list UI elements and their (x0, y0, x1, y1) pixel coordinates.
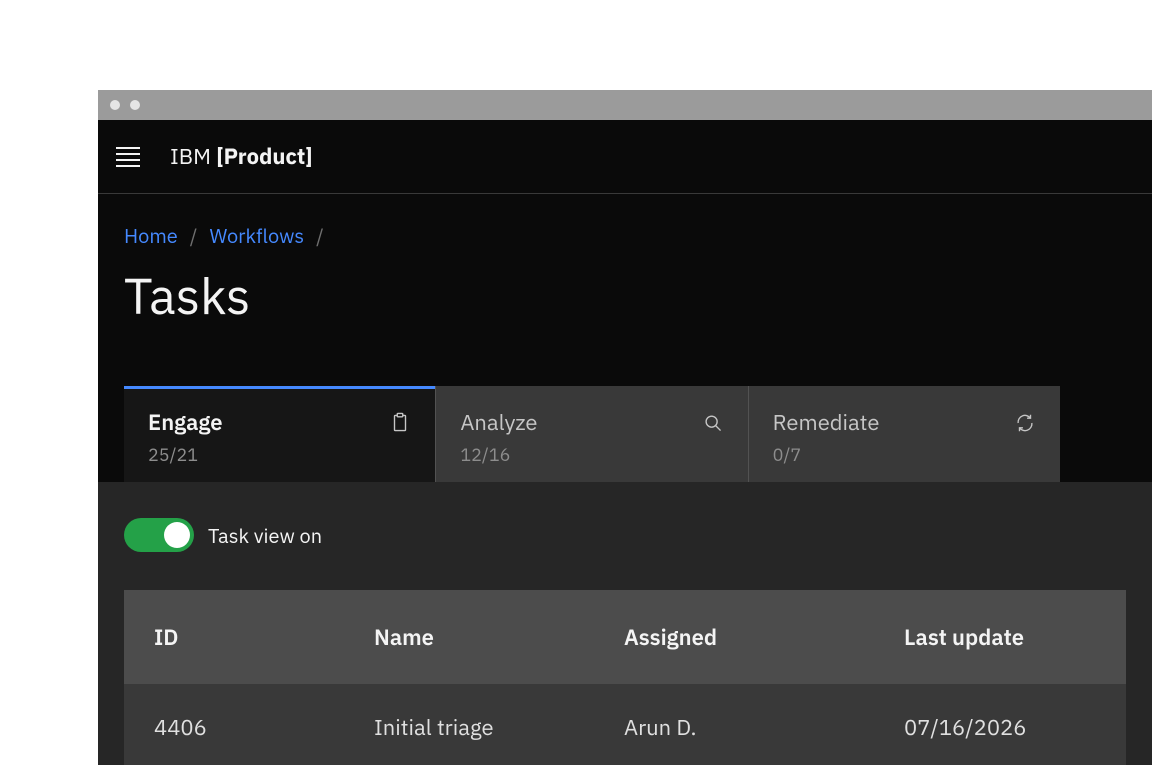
breadcrumb-separator: / (190, 222, 198, 249)
app-root: IBM [Product] Home / Workflows / Tasks E… (98, 120, 1152, 765)
search-icon (702, 412, 724, 434)
traffic-light-dot[interactable] (130, 100, 140, 110)
task-view-toggle[interactable] (124, 518, 194, 552)
page-content: Home / Workflows / Tasks Engage (98, 194, 1152, 765)
brand-label: IBM [Product] (170, 142, 313, 171)
toggle-row: Task view on (124, 518, 1126, 552)
table-header-row: ID Name Assigned Last update (124, 590, 1126, 684)
tab-count: 25/21 (148, 443, 411, 466)
toggle-label: Task view on (208, 522, 322, 549)
tab-count: 12/16 (460, 443, 723, 466)
column-header-last-update[interactable]: Last update (904, 623, 1126, 652)
menu-icon[interactable] (116, 145, 140, 169)
tab-analyze[interactable]: Analyze 12/16 (435, 386, 747, 482)
column-header-id[interactable]: ID (124, 623, 374, 652)
breadcrumb-link-workflows[interactable]: Workflows (209, 222, 304, 249)
global-header: IBM [Product] (98, 120, 1152, 194)
tab-count: 0/7 (773, 443, 1036, 466)
window-titlebar (98, 90, 1152, 120)
toggle-knob (164, 522, 190, 548)
tab-remediate[interactable]: Remediate 0/7 (748, 386, 1060, 482)
cell-name: Initial triage (374, 713, 624, 742)
breadcrumb-link-home[interactable]: Home (124, 222, 178, 249)
table-row[interactable]: 4406 Initial triage Arun D. 07/16/2026 (124, 684, 1126, 765)
column-header-name[interactable]: Name (374, 623, 624, 652)
page-title: Tasks (124, 263, 1126, 328)
refresh-icon (1014, 412, 1036, 434)
cell-assigned: Arun D. (624, 713, 904, 742)
cell-id: 4406 (124, 713, 374, 742)
tasks-table: ID Name Assigned Last update 4406 Initia… (124, 590, 1126, 765)
tab-engage[interactable]: Engage 25/21 (124, 386, 435, 482)
tab-list: Engage 25/21 Analyze (124, 386, 1060, 482)
cell-last-update: 07/16/2026 (904, 713, 1126, 742)
brand-prefix: IBM (170, 142, 216, 171)
brand-product: [Product] (216, 142, 312, 171)
browser-window: IBM [Product] Home / Workflows / Tasks E… (98, 90, 1152, 765)
tab-label: Analyze (460, 408, 537, 437)
task-panel: Task view on ID Name Assigned Last updat… (98, 482, 1152, 765)
breadcrumb-separator: / (316, 222, 324, 249)
clipboard-icon (389, 412, 411, 434)
breadcrumb: Home / Workflows / (124, 222, 1126, 249)
tab-label: Remediate (773, 408, 880, 437)
tab-label: Engage (148, 408, 223, 437)
column-header-assigned[interactable]: Assigned (624, 623, 904, 652)
traffic-light-dot[interactable] (110, 100, 120, 110)
